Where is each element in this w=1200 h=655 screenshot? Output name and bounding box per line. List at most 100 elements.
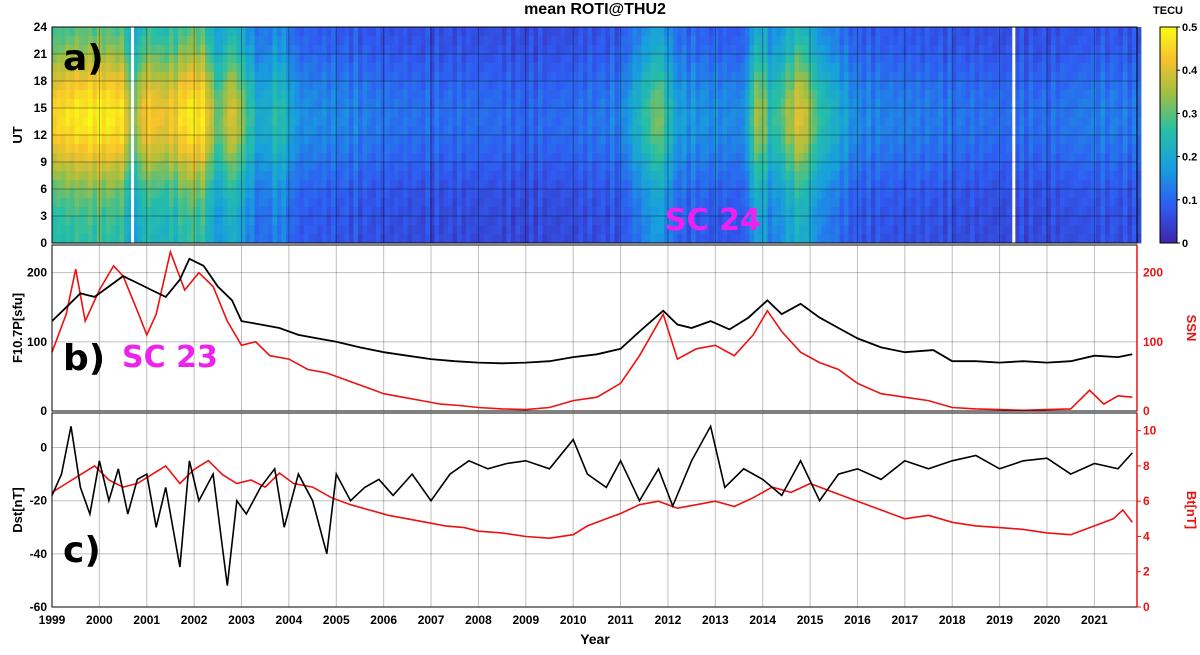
heatmap-cell (187, 144, 192, 154)
heatmap-cell (178, 90, 183, 100)
heatmap-cell (637, 117, 642, 127)
heatmap-cell (641, 171, 647, 181)
heatmap-cell (857, 153, 863, 163)
heatmap-cell (844, 171, 849, 181)
heatmap-cell (668, 162, 674, 172)
heatmap-cell (317, 135, 323, 145)
heatmap-cell (632, 72, 638, 82)
heatmap-cell (970, 54, 975, 64)
heatmap-cell (727, 90, 732, 100)
heatmap-cell (614, 81, 620, 91)
heatmap-cell (727, 189, 732, 199)
heatmap-cell (83, 198, 89, 208)
heatmap-cell (844, 27, 849, 37)
heatmap-cell (704, 162, 710, 172)
heatmap-cell (686, 27, 692, 37)
heatmap-cell (119, 99, 125, 109)
heatmap-cell (371, 153, 377, 163)
heatmap-cell (101, 72, 107, 82)
heatmap-cell (479, 234, 485, 244)
heatmap-cell (853, 207, 858, 217)
heatmap-cell (200, 144, 206, 154)
heatmap-cell (110, 171, 116, 181)
heatmap-cell (785, 135, 791, 145)
heatmap-cell (286, 180, 291, 190)
heatmap-cell (218, 36, 224, 46)
heatmap-cell (398, 189, 404, 199)
heatmap-cell (790, 216, 795, 226)
heatmap-cell (376, 99, 381, 109)
heatmap-cell (349, 144, 354, 154)
heatmap-cell (313, 162, 318, 172)
heatmap-cell (560, 162, 566, 172)
heatmap-cell (862, 198, 867, 208)
heatmap-cell (209, 153, 215, 163)
heatmap-cell (641, 189, 647, 199)
heatmap-cell (232, 180, 237, 190)
heatmap-cell (677, 225, 683, 235)
heatmap-cell (367, 207, 372, 217)
heatmap-cell (781, 225, 786, 235)
heatmap-cell (430, 180, 435, 190)
heatmap-cell (713, 54, 719, 64)
heatmap-cell (187, 225, 192, 235)
heatmap-cell (502, 99, 507, 109)
heatmap-cell (236, 36, 242, 46)
heatmap-cell (560, 207, 566, 217)
heatmap-cell (461, 144, 467, 154)
heatmap-cell (668, 54, 674, 64)
heatmap-cell (187, 117, 192, 127)
heatmap-cell (322, 108, 327, 118)
heatmap-cell (776, 36, 782, 46)
heatmap-cell (727, 36, 732, 46)
heatmap-cell (898, 108, 903, 118)
heatmap-cell (646, 36, 651, 46)
heatmap-cell (655, 153, 660, 163)
heatmap-cell (101, 234, 107, 244)
heatmap-cell (880, 108, 885, 118)
heatmap-cell (205, 225, 210, 235)
heatmap-cell (110, 180, 116, 190)
heatmap-cell (304, 72, 309, 82)
heatmap-cell (907, 54, 912, 64)
heatmap-cell (650, 126, 656, 136)
heatmap-cell (632, 135, 638, 145)
heatmap-cell (92, 90, 98, 100)
heatmap-cell (664, 63, 669, 73)
heatmap-cell (335, 135, 341, 145)
heatmap-cell (866, 81, 872, 91)
heatmap-cell (421, 99, 426, 109)
heatmap-cell (484, 216, 489, 226)
heatmap-cell (641, 180, 647, 190)
heatmap-cell (857, 90, 863, 100)
heatmap-cell (151, 153, 156, 163)
heatmap-cell (965, 216, 971, 226)
heatmap-cell (821, 153, 827, 163)
heatmap-cell (574, 72, 579, 82)
heatmap-cell (484, 135, 489, 145)
heatmap-cell (713, 126, 719, 136)
heatmap-cell (254, 234, 260, 244)
heatmap-cell (304, 153, 309, 163)
heatmap-cell (173, 27, 179, 37)
heatmap-cell (106, 54, 111, 64)
heatmap-cell (97, 108, 102, 118)
heatmap-cell (839, 153, 845, 163)
heatmap-cell (439, 108, 444, 118)
heatmap-cell (421, 63, 426, 73)
heatmap-cell (817, 54, 822, 64)
heatmap-cell (605, 72, 611, 82)
heatmap-cell (281, 63, 287, 73)
heatmap-cell (281, 45, 287, 55)
heatmap-cell (884, 27, 890, 37)
heatmap-cell (862, 99, 867, 109)
heatmap-cell (704, 72, 710, 82)
heatmap-cell (488, 135, 494, 145)
heatmap-cell (628, 144, 633, 154)
heatmap-cell (938, 162, 944, 172)
heatmap-cell (178, 198, 183, 208)
heatmap-cell (434, 153, 440, 163)
heatmap-cell (785, 171, 791, 181)
heatmap-cell (92, 153, 98, 163)
heatmap-cell (907, 225, 912, 235)
